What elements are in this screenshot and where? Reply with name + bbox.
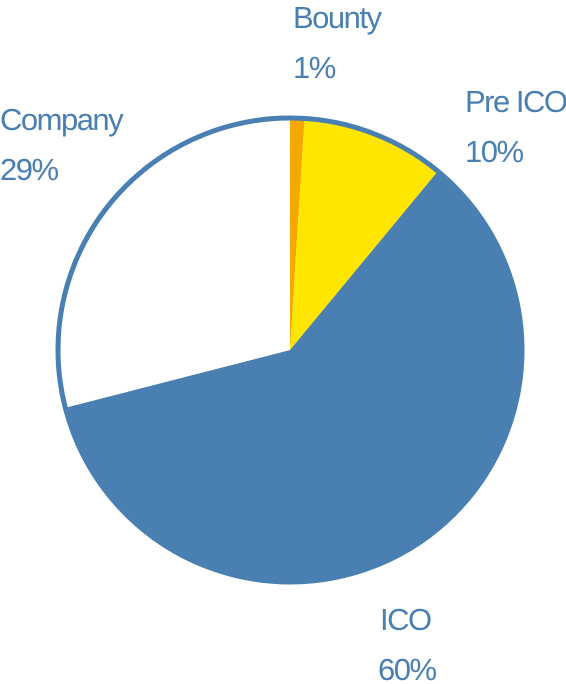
pie-slice-ico	[65, 171, 523, 583]
label-ico-value: 60%	[378, 652, 436, 684]
label-company-value: 29%	[0, 152, 58, 187]
label-pre-ico-value: 10%	[465, 134, 523, 169]
pie-slice-pre-ico	[290, 118, 438, 351]
label-ico: ICO 60%	[378, 602, 438, 684]
label-bounty-name: Bounty	[293, 0, 383, 35]
label-pre-ico: Pre ICO 10%	[465, 84, 566, 169]
pie-slice-company	[58, 118, 291, 408]
label-company-name: Company	[0, 102, 124, 137]
pie-outline	[55, 115, 525, 585]
label-company: Company 29%	[0, 102, 126, 187]
label-bounty-value: 1%	[293, 50, 336, 85]
label-bounty: Bounty 1%	[293, 0, 384, 85]
pie-slices	[58, 118, 523, 583]
label-pre-ico-name: Pre ICO	[465, 84, 566, 119]
label-ico-name: ICO	[380, 602, 431, 637]
pie-slice-bounty	[290, 118, 305, 350]
